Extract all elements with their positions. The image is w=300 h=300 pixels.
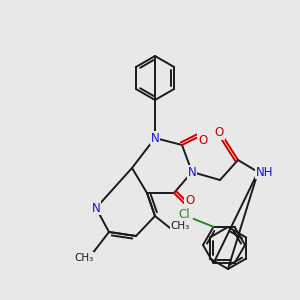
Text: O: O (214, 127, 224, 140)
Text: CH₃: CH₃ (170, 221, 190, 231)
Text: N: N (188, 166, 196, 178)
Text: N: N (151, 131, 159, 145)
Text: Cl: Cl (179, 208, 190, 221)
Text: NH: NH (256, 166, 274, 178)
Text: O: O (185, 194, 195, 208)
Text: N: N (92, 202, 100, 214)
Text: CH₃: CH₃ (74, 253, 94, 263)
Text: O: O (198, 134, 208, 146)
